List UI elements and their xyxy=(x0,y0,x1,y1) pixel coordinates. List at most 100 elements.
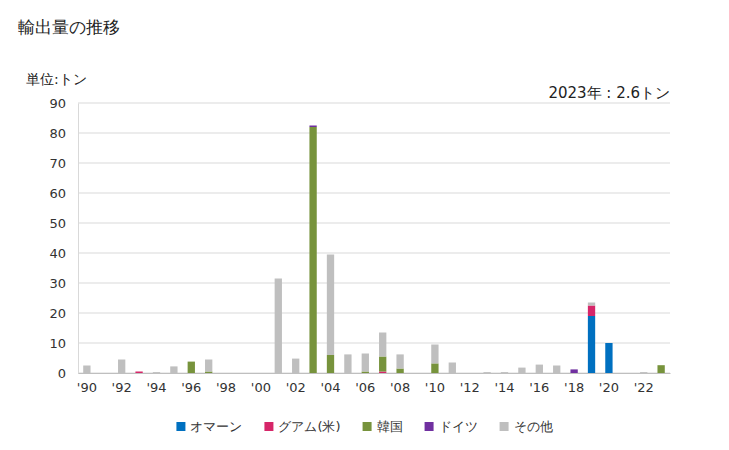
bar xyxy=(623,373,630,374)
bar xyxy=(414,373,421,374)
bar xyxy=(483,373,490,374)
bar xyxy=(553,366,560,374)
bar xyxy=(605,343,612,344)
x-axis-line xyxy=(79,373,671,374)
legend-item: その他 xyxy=(500,419,553,434)
x-tick-label: '18 xyxy=(564,380,584,395)
series xyxy=(588,316,613,373)
bar xyxy=(309,125,316,126)
title: 輸出量の推移 xyxy=(18,17,120,37)
grid-line xyxy=(78,283,670,284)
x-tick: '94 xyxy=(146,373,166,395)
bar xyxy=(483,373,490,374)
bar xyxy=(362,373,369,374)
x-tick: '20 xyxy=(599,373,619,395)
x-tick-label: '94 xyxy=(146,380,166,395)
legend-label: グアム(米) xyxy=(278,419,340,434)
series xyxy=(188,127,665,373)
bar xyxy=(396,369,403,374)
bar xyxy=(518,368,525,373)
bar xyxy=(205,373,212,374)
bar xyxy=(362,373,369,374)
bar xyxy=(135,371,142,372)
bar xyxy=(449,363,456,374)
bar xyxy=(605,343,612,373)
bar xyxy=(605,343,612,344)
legend: オマーン グアム(米) 韓国 ドイツ その他 xyxy=(176,419,552,434)
bar xyxy=(222,373,229,374)
bar xyxy=(588,316,595,373)
bar xyxy=(623,373,630,374)
bar xyxy=(379,372,386,374)
x-tick: '16 xyxy=(529,373,549,395)
bar xyxy=(344,354,351,373)
grid-line xyxy=(78,133,670,134)
y-tick-label: 50 xyxy=(49,216,66,231)
x-tick-label: '14 xyxy=(494,380,514,395)
y-tick: 20 xyxy=(49,306,78,321)
bar xyxy=(396,354,403,368)
bar xyxy=(379,357,386,372)
x-tick: '02 xyxy=(286,373,306,395)
y-tick: 40 xyxy=(49,246,78,261)
y-tick: 0 xyxy=(58,366,78,381)
bar xyxy=(240,373,247,374)
bar xyxy=(188,361,195,362)
series xyxy=(135,306,595,374)
x-tick-label: '20 xyxy=(599,380,619,395)
x-tick: '06 xyxy=(355,373,375,395)
legend-item: ドイツ xyxy=(425,419,478,434)
bar xyxy=(501,373,508,374)
bar xyxy=(657,365,664,373)
legend-label: 韓国 xyxy=(377,419,403,434)
x-tick-label: '92 xyxy=(112,380,132,395)
x-tick: '14 xyxy=(494,373,514,395)
bar xyxy=(623,373,630,374)
y-tick-label: 90 xyxy=(49,96,66,111)
bar xyxy=(309,126,316,128)
bar xyxy=(135,372,142,374)
bar xyxy=(135,371,142,372)
bar xyxy=(153,373,160,374)
legend-swatch xyxy=(264,422,273,431)
bar xyxy=(205,360,212,372)
grid-line xyxy=(78,313,670,314)
grid-line xyxy=(78,193,670,194)
annotation: 2023年 : 2.6トン xyxy=(548,84,670,102)
bar xyxy=(483,372,490,373)
y-tick: 50 xyxy=(49,216,78,231)
x-axis: '90'92'94'96'98'00'02'04'06'08'10'12'14'… xyxy=(77,373,671,395)
legend-item: 韓国 xyxy=(363,419,403,434)
bar xyxy=(414,373,421,374)
chart: 輸出量の推移単位:トン2023年 : 2.6トン0102030405060708… xyxy=(0,0,729,450)
x-tick-label: '08 xyxy=(390,380,410,395)
bar xyxy=(101,373,108,374)
bar xyxy=(605,343,612,344)
bar xyxy=(205,372,212,374)
legend-label: オマーン xyxy=(190,419,242,434)
bar xyxy=(623,373,630,374)
grid xyxy=(78,103,670,373)
bar xyxy=(605,343,612,344)
grid-line xyxy=(78,223,670,224)
bar xyxy=(240,373,247,374)
bar xyxy=(414,373,421,374)
bar xyxy=(153,372,160,373)
x-tick: '92 xyxy=(112,373,132,395)
bar xyxy=(188,361,195,362)
x-tick: '98 xyxy=(216,373,236,395)
bar xyxy=(83,366,90,374)
y-tick: 10 xyxy=(49,336,78,351)
bar xyxy=(309,127,316,373)
x-tick-label: '12 xyxy=(460,380,480,395)
bar xyxy=(240,373,247,374)
x-tick: '22 xyxy=(634,373,654,395)
y-tick-label: 60 xyxy=(49,186,66,201)
grid-line xyxy=(78,103,670,104)
x-tick: '00 xyxy=(251,373,271,395)
x-tick: '18 xyxy=(564,373,584,395)
legend-item: グアム(米) xyxy=(264,419,340,434)
bar xyxy=(501,372,508,373)
bar xyxy=(222,373,229,374)
bar xyxy=(101,373,108,374)
